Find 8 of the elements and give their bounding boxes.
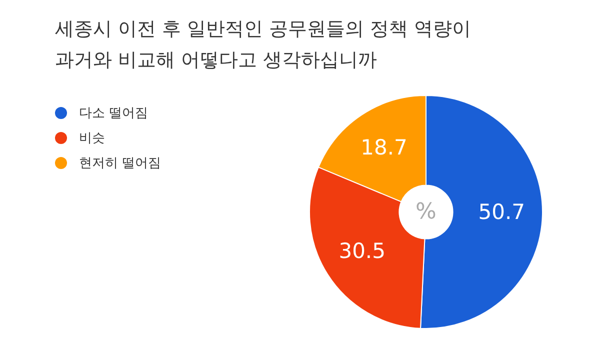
text: % <box>416 200 436 225</box>
legend-label: 비슷 <box>79 130 105 146</box>
data-label: 18.7 <box>360 136 408 160</box>
chart-title: 세종시 이전 후 일반적인 공무원들의 정책 역량이 과거와 비교해 어떻다고 생각하십니까 <box>55 17 472 73</box>
data-label: 30.5 <box>338 238 386 263</box>
data-label: 50.7 <box>478 200 526 224</box>
legend-label: 다소 떨어짐 <box>79 104 148 122</box>
legend-label: 현저히 떨어짐 <box>79 154 162 172</box>
